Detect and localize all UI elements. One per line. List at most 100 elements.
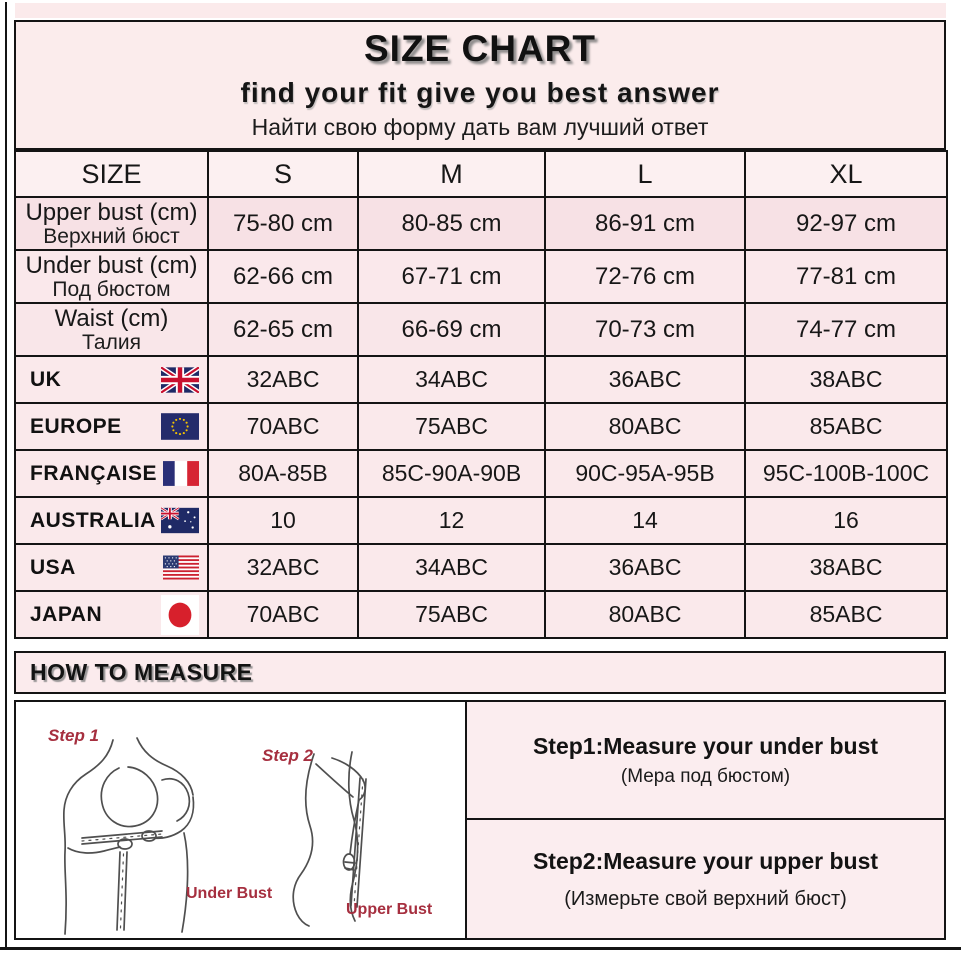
- size-value-cell: 12: [357, 496, 546, 545]
- row-label-en: Under bust (cm): [25, 251, 198, 279]
- country-label: JAPAN: [30, 602, 103, 626]
- measure-steps: Step1:Measure your under bust (Мера под …: [465, 700, 946, 940]
- size-value-cell: 62-65 cm: [207, 302, 359, 357]
- country-row: FRANÇAISE 80A-85B 85C-90A-90B 90C-95A-95B 9…: [14, 449, 948, 498]
- country-label-cell: EUROPE: [14, 402, 209, 451]
- measurement-row: Waist (cm) Талия 62-65 cm 66-69 cm 70-73 cm 7…: [14, 302, 948, 357]
- france-flag-icon: [163, 460, 199, 487]
- outer-frame-bottom: [0, 947, 961, 950]
- row-label-en: Waist (cm): [54, 304, 169, 332]
- country-label-cell: USA: [14, 543, 209, 592]
- row-label: Under bust (cm) Под бюстом: [14, 249, 209, 304]
- step2-instruction: Step2:Measure your upper bust (Измерьте …: [465, 818, 946, 940]
- header-subtitle-ru: Найти свою форму дать вам лучший ответ: [251, 114, 709, 140]
- how-to-measure-title: HOW TO MEASURE: [30, 659, 253, 685]
- header-subtitle: find your fit give you best answer: [240, 77, 720, 108]
- size-value-cell: 75ABC: [357, 590, 546, 639]
- step2-subtitle-ru: (Измерьте свой верхний бюст): [564, 887, 847, 910]
- size-value-cell: 75-80 cm: [207, 196, 359, 251]
- country-row: JAPAN 70ABC 75ABC 80ABC 85ABC: [14, 590, 948, 639]
- size-value-cell: 32ABC: [207, 355, 359, 404]
- upper-bust-label: Upper Bust: [346, 901, 433, 918]
- page-title: SIZE CHART: [364, 28, 596, 69]
- under-bust-label: Under Bust: [186, 885, 273, 902]
- size-value-cell: 80ABC: [544, 590, 746, 639]
- country-label-cell: UK: [14, 355, 209, 404]
- size-value-cell: 80ABC: [544, 402, 746, 451]
- row-label: Upper bust (cm) Верхний бюст: [14, 196, 209, 251]
- size-value-cell: 62-66 cm: [207, 249, 359, 304]
- step1-instruction: Step1:Measure your under bust (Мера под …: [465, 700, 946, 820]
- size-value-cell: 80A-85B: [207, 449, 359, 498]
- measurement-row: Upper bust (cm) Верхний бюст 75-80 cm 80-85…: [14, 196, 948, 251]
- outer-frame-left: [5, 2, 7, 949]
- size-value-cell: 70ABC: [207, 402, 359, 451]
- step1-title: Step1:Measure your under bust: [532, 732, 879, 759]
- size-value-cell: 85ABC: [744, 590, 948, 639]
- illustration-step2-label: Step 2: [262, 746, 314, 765]
- size-value-cell: 34ABC: [357, 543, 546, 592]
- size-value-cell: 38ABC: [744, 543, 948, 592]
- row-label-en: Upper bust (cm): [25, 198, 198, 226]
- country-label: AUSTRALIA: [30, 508, 156, 532]
- size-value-cell: 16: [744, 496, 948, 545]
- column-header-size: SIZE: [14, 150, 209, 198]
- size-value-cell: 70ABC: [207, 590, 359, 639]
- size-value-cell: 90C-95A-95B: [544, 449, 746, 498]
- size-value-cell: 66-69 cm: [357, 302, 546, 357]
- size-table-body: Upper bust (cm) Верхний бюст 75-80 cm 80-85…: [14, 196, 948, 639]
- size-value-cell: 92-97 cm: [744, 196, 948, 251]
- row-label: Waist (cm) Талия: [14, 302, 209, 357]
- size-value-cell: 32ABC: [207, 543, 359, 592]
- eu-flag-icon: [161, 413, 199, 440]
- illustration-step1-label: Step 1: [48, 726, 100, 745]
- size-value-cell: 38ABC: [744, 355, 948, 404]
- row-label-ru: Под бюстом: [52, 277, 171, 301]
- column-header-m: M: [357, 150, 546, 198]
- column-header-xl: XL: [744, 150, 948, 198]
- size-value-cell: 86-91 cm: [544, 196, 746, 251]
- step1-subtitle-ru: (Мера под бюстом): [620, 765, 791, 787]
- country-label-cell: JAPAN: [14, 590, 209, 639]
- how-to-measure-header: HOW TO MEASURE: [14, 651, 946, 694]
- size-value-cell: 10: [207, 496, 359, 545]
- size-value-cell: 80-85 cm: [357, 196, 546, 251]
- country-label: FRANÇAISE: [30, 461, 158, 485]
- country-label-cell: AUSTRALIA: [14, 496, 209, 545]
- table-header-row: SIZE S M L XL: [14, 150, 948, 198]
- size-value-cell: 34ABC: [357, 355, 546, 404]
- row-label-ru: Верхний бюст: [43, 224, 180, 248]
- usa-flag-icon: [163, 555, 199, 580]
- size-value-cell: 67-71 cm: [357, 249, 546, 304]
- size-value-cell: 36ABC: [544, 543, 746, 592]
- size-value-cell: 74-77 cm: [744, 302, 948, 357]
- size-value-cell: 77-81 cm: [744, 249, 948, 304]
- japan-flag-icon: [161, 594, 199, 635]
- measurement-row: Under bust (cm) Под бюстом 62-66 cm 67-71 c…: [14, 249, 948, 304]
- country-row: EUROPE 70ABC 75ABC 80ABC 85ABC: [14, 402, 948, 451]
- australia-flag-icon: [161, 507, 199, 534]
- size-table: SIZE S M L XL Upper bust (cm) Верхний бюс…: [14, 150, 948, 639]
- country-label: EUROPE: [30, 414, 122, 438]
- column-header-l: L: [544, 150, 746, 198]
- size-value-cell: 36ABC: [544, 355, 746, 404]
- size-value-cell: 95C-100B-100C: [744, 449, 948, 498]
- country-label: UK: [30, 367, 62, 391]
- size-value-cell: 85C-90A-90B: [357, 449, 546, 498]
- step2-title: Step2:Measure your upper bust: [532, 847, 879, 874]
- measure-illustration: Step 1 Step 2 Under Bust Upper Bust: [14, 700, 467, 940]
- size-value-cell: 14: [544, 496, 746, 545]
- size-value-cell: 75ABC: [357, 402, 546, 451]
- country-label: USA: [30, 555, 76, 579]
- measure-figures-drawing: [62, 737, 367, 935]
- measure-section: Step 1 Step 2 Under Bust Upper Bust Step…: [14, 700, 946, 940]
- country-row: UK 32ABC 34ABC 36ABC 38ABC: [14, 355, 948, 404]
- country-row: AUSTRALIA 10 12 14 16: [14, 496, 948, 545]
- column-header-s: S: [207, 150, 359, 198]
- size-value-cell: 72-76 cm: [544, 249, 746, 304]
- country-label-cell: FRANÇAISE: [14, 449, 209, 498]
- top-strip: [15, 3, 946, 18]
- size-value-cell: 85ABC: [744, 402, 948, 451]
- header: SIZE CHART find your fit give you best a…: [14, 20, 946, 150]
